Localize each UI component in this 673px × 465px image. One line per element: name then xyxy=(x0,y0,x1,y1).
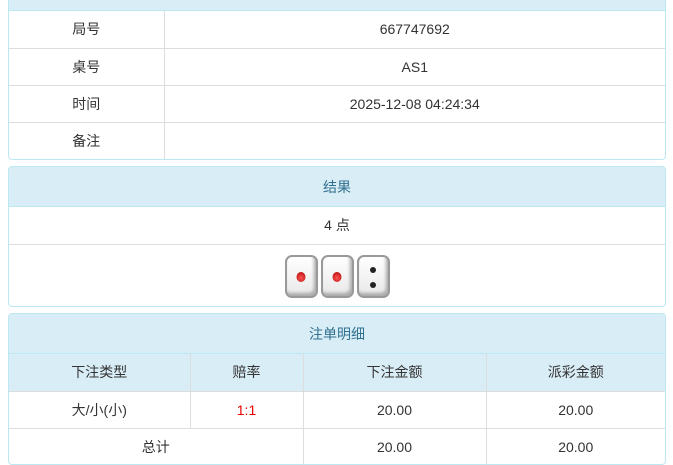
col-payout: 派彩金额 xyxy=(485,354,665,392)
row-label: 桌号 xyxy=(9,47,165,86)
table-number: AS1 xyxy=(163,47,665,86)
table-row: 时间 2025-12-08 04:24:34 xyxy=(9,84,665,123)
table-header: 下注类型 赔率 下注金额 派彩金额 xyxy=(9,354,665,392)
result-title: 结果 xyxy=(9,167,665,207)
table-row: 局号 667747692 xyxy=(9,11,665,49)
total-amount: 20.00 xyxy=(302,427,487,464)
bets-panel: 注单明细 下注类型 赔率 下注金额 派彩金额 大/小(小) 1:1 20.00 … xyxy=(8,313,666,465)
total-payout: 20.00 xyxy=(485,427,665,464)
bet-amount: 20.00 xyxy=(302,390,487,429)
col-bet-type: 下注类型 xyxy=(9,354,191,392)
table-row: 备注 xyxy=(9,121,665,159)
result-panel: 结果 4 点 xyxy=(8,166,666,307)
result-points: 4 点 xyxy=(9,207,665,245)
die-2-icon xyxy=(356,254,390,298)
row-label: 备注 xyxy=(9,121,165,159)
die-1-icon xyxy=(284,254,318,298)
row-label: 时间 xyxy=(9,84,165,123)
info-table: 局号 667747692 桌号 AS1 时间 2025-12-08 04:24:34 … xyxy=(9,11,665,159)
time-value: 2025-12-08 04:24:34 xyxy=(163,84,665,123)
round-number: 667747692 xyxy=(163,11,665,49)
total-row: 总计 20.00 20.00 xyxy=(9,427,665,464)
total-label: 总计 xyxy=(9,427,304,464)
die-1-icon xyxy=(320,254,354,298)
bets-table: 下注类型 赔率 下注金额 派彩金额 大/小(小) 1:1 20.00 20.00… xyxy=(9,354,665,464)
info-panel: 局号 667747692 桌号 AS1 时间 2025-12-08 04:24:34 … xyxy=(8,0,666,160)
bets-title: 注单明细 xyxy=(9,314,665,354)
bet-type: 大/小(小) xyxy=(9,390,191,429)
dice-row xyxy=(9,245,665,307)
col-odds: 赔率 xyxy=(189,354,304,392)
remark-value xyxy=(163,121,665,159)
table-row: 大/小(小) 1:1 20.00 20.00 xyxy=(9,390,665,429)
payout: 20.00 xyxy=(485,390,665,429)
row-label: 局号 xyxy=(9,11,165,49)
info-panel-header xyxy=(9,0,665,11)
col-bet-amount: 下注金额 xyxy=(302,354,487,392)
table-row: 桌号 AS1 xyxy=(9,47,665,86)
odds: 1:1 xyxy=(189,390,304,429)
